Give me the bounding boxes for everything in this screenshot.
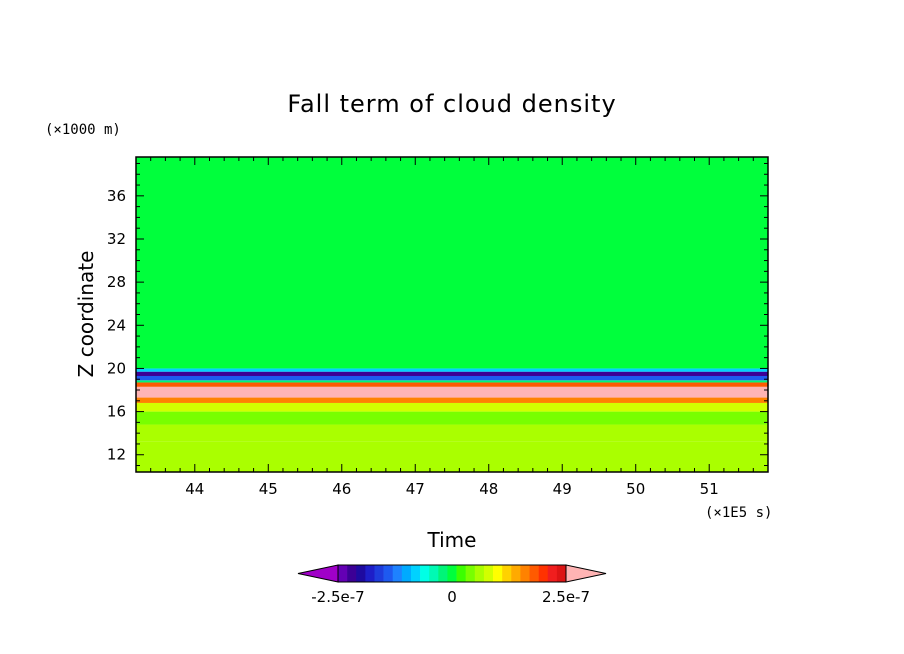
colorbar-swatch bbox=[556, 565, 567, 582]
heatmap-band bbox=[136, 157, 768, 369]
colorbar: -2.5e-7 0 2.5e-7 bbox=[297, 564, 607, 606]
colorbar-swatch bbox=[392, 565, 403, 582]
axes: 44 45 46 47 48 49 50 51 12 16 20 24 28 32 36 bbox=[107, 156, 769, 498]
colorbar-swatch bbox=[474, 565, 485, 582]
colorbar-tick-label: 2.5e-7 bbox=[542, 588, 590, 606]
colorbar-swatch bbox=[511, 565, 521, 582]
heatmap-band bbox=[136, 382, 768, 387]
colorbar-swatch bbox=[383, 565, 394, 582]
colorbar-tick-label: 0 bbox=[447, 588, 457, 606]
x-tick-label: 48 bbox=[479, 480, 498, 498]
x-axis-ticks: 44 45 46 47 48 49 50 51 bbox=[135, 157, 769, 498]
heatmap-band bbox=[136, 441, 768, 472]
y-tick-label: 16 bbox=[107, 403, 126, 421]
colorbar-swatch bbox=[465, 565, 476, 582]
heatmap-band bbox=[136, 411, 768, 425]
heatmap-band bbox=[136, 386, 768, 398]
y-tick-label: 28 bbox=[107, 273, 126, 291]
x-tick-label: 49 bbox=[553, 480, 572, 498]
colorbar-swatch bbox=[429, 565, 439, 582]
y-tick-label: 20 bbox=[107, 359, 126, 377]
colorbar-swatch bbox=[529, 565, 539, 582]
colorbar-swatch bbox=[502, 565, 512, 582]
x-axis-unit: (×1E5 s) bbox=[705, 505, 772, 521]
x-axis-label: Time bbox=[427, 528, 477, 552]
colorbar-swatch bbox=[338, 565, 348, 582]
colorbar-swatch bbox=[456, 565, 466, 582]
y-tick-label: 36 bbox=[107, 187, 126, 205]
colorbar-under-arrow bbox=[297, 564, 339, 583]
y-tick-label: 24 bbox=[107, 316, 126, 334]
y-axis-ticks: 12 16 20 24 28 32 36 bbox=[107, 162, 768, 467]
y-axis-label: Z coordinate bbox=[74, 251, 98, 378]
colorbar-swatch bbox=[483, 565, 494, 582]
heatmap-band bbox=[136, 380, 768, 383]
colorbar-swatch bbox=[547, 565, 558, 582]
x-tick-label: 45 bbox=[259, 480, 278, 498]
x-tick-label: 50 bbox=[626, 480, 645, 498]
chart-title: Fall term of cloud density bbox=[287, 90, 616, 118]
colorbar-swatch bbox=[447, 565, 457, 582]
colorbar-swatch bbox=[365, 565, 375, 582]
colorbar-swatch bbox=[347, 565, 357, 582]
colorbar-over-arrow bbox=[565, 564, 607, 583]
heatmap-band bbox=[136, 368, 768, 372]
heatmap-band bbox=[136, 371, 768, 376]
heatmap-band bbox=[136, 402, 768, 412]
heatmap-band bbox=[136, 375, 768, 381]
colorbar-tick-label: -2.5e-7 bbox=[311, 588, 364, 606]
x-tick-label: 46 bbox=[332, 480, 351, 498]
x-tick-label: 51 bbox=[700, 480, 719, 498]
y-tick-label: 32 bbox=[107, 230, 126, 248]
colorbar-frame bbox=[337, 564, 567, 583]
y-axis-unit: (×1000 m) bbox=[45, 122, 121, 138]
colorbar-swatch bbox=[410, 565, 421, 582]
x-tick-label: 44 bbox=[185, 480, 204, 498]
colorbar-swatch bbox=[520, 565, 530, 582]
x-tick-label: 47 bbox=[406, 480, 425, 498]
plot-area bbox=[136, 157, 768, 472]
colorbar-swatch bbox=[493, 565, 503, 582]
colorbar-swatch bbox=[356, 565, 366, 582]
heatmap-band bbox=[136, 424, 768, 442]
colorbar-swatch bbox=[420, 565, 430, 582]
colorbar-swatch bbox=[374, 565, 384, 582]
colorbar-swatch bbox=[438, 565, 448, 582]
heatmap-band bbox=[136, 397, 768, 403]
colorbar-swatch bbox=[401, 565, 412, 582]
y-tick-label: 12 bbox=[107, 446, 126, 464]
colorbar-swatch bbox=[538, 565, 549, 582]
